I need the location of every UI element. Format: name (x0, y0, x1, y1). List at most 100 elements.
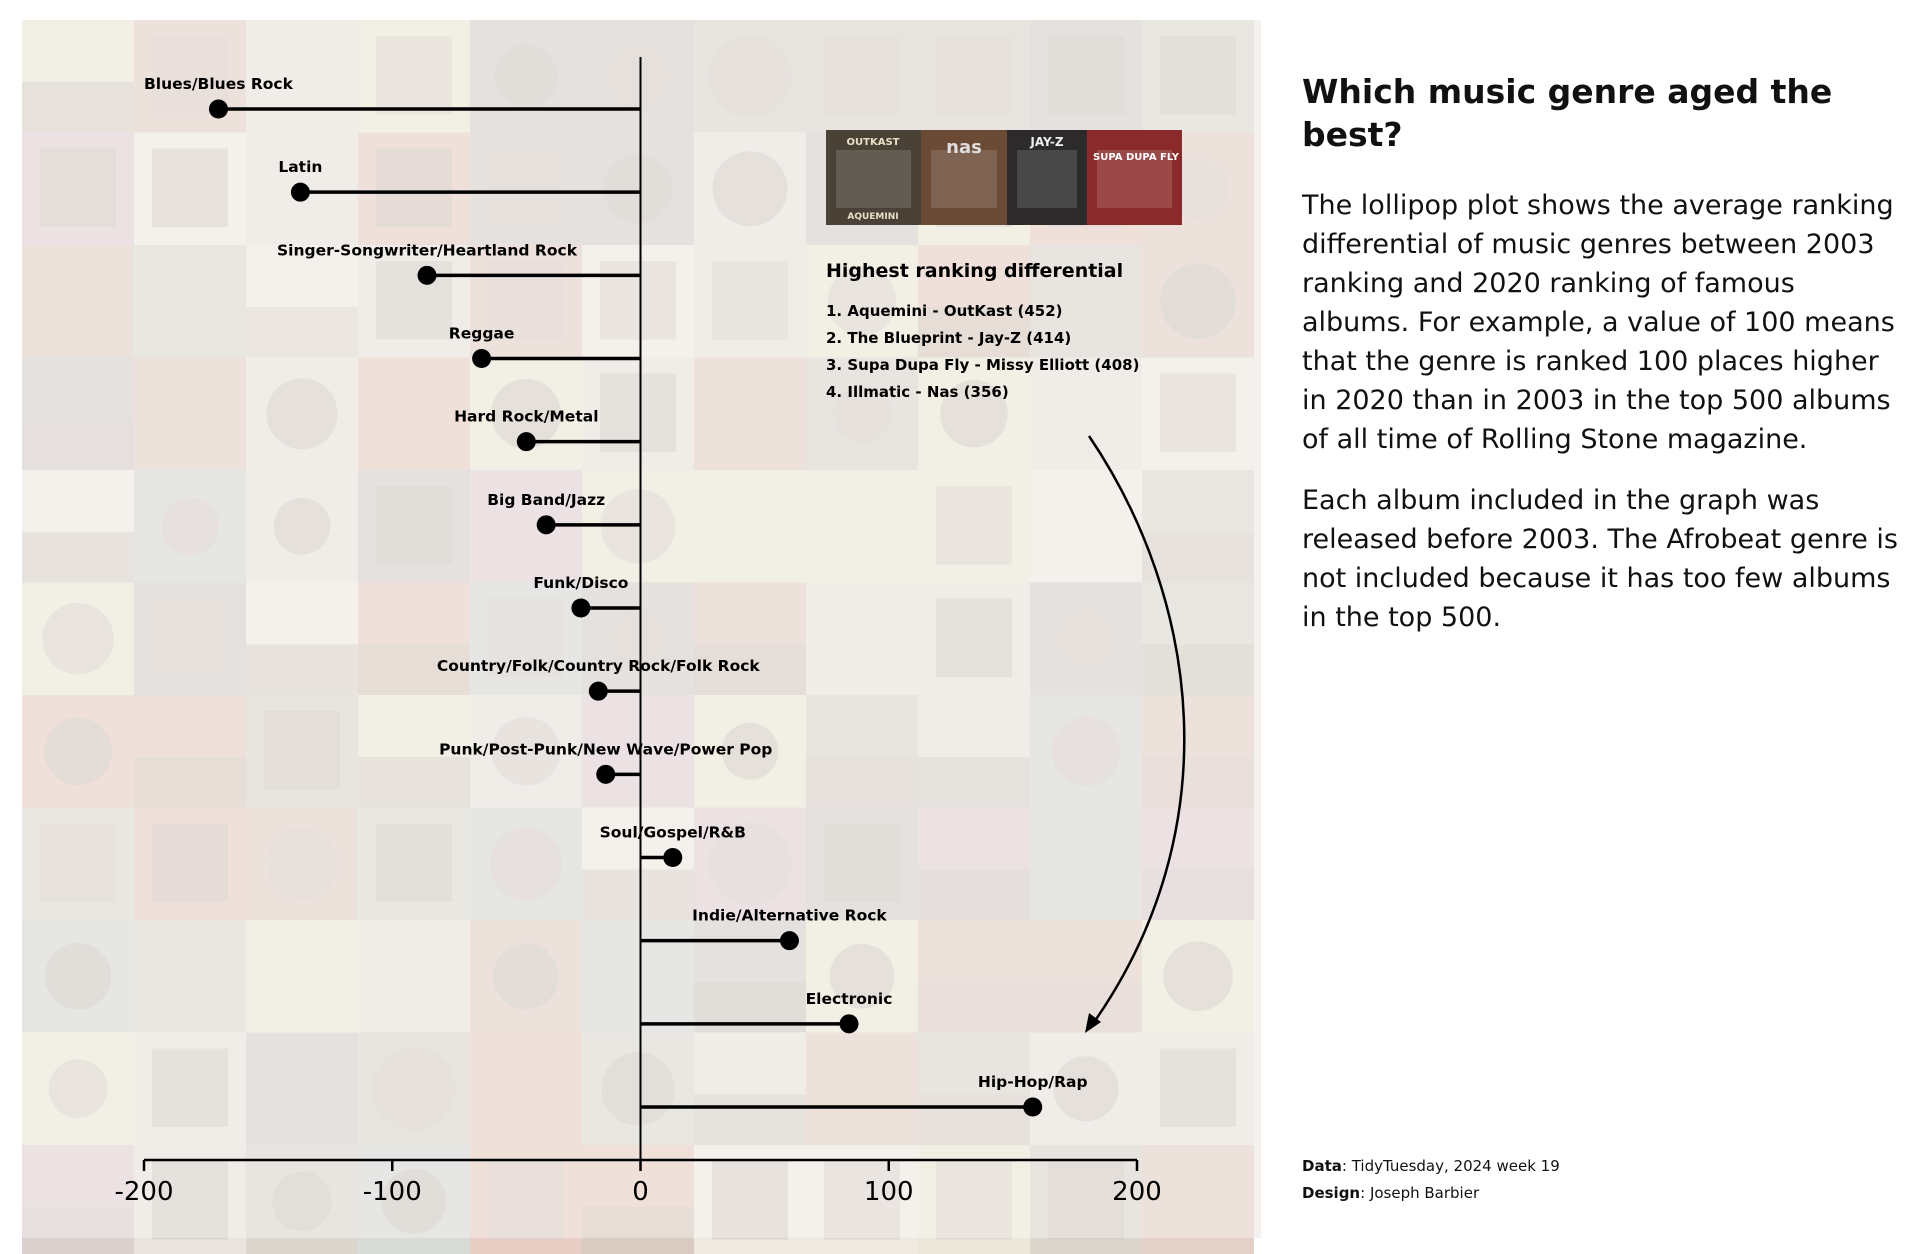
cover-art-detail (836, 150, 911, 208)
album-cover-art (582, 1206, 694, 1254)
album-cover-art (358, 756, 470, 808)
curved-arrow (1087, 435, 1186, 1026)
album-cover-tile (246, 20, 358, 133)
cover-art-detail (1097, 150, 1172, 208)
album-cover-tile (582, 695, 694, 808)
credit-design-label: Design (1302, 1184, 1361, 1202)
album-cover-art (708, 822, 792, 906)
top-album-covers: OUTKAST AQUEMINI nas JAY-Z SUPA DUPA FLY (826, 130, 1182, 225)
album-cover-art (376, 486, 452, 565)
album-cover-art (273, 497, 331, 555)
category-label: Big Band/Jazz (487, 491, 605, 509)
sidebar-title: Which music genre aged the best? (1302, 72, 1833, 154)
album-cover-art (1048, 36, 1124, 115)
album-cover-tile (246, 1032, 358, 1145)
album-cover-art (272, 1171, 332, 1231)
lollipop-point (516, 432, 536, 452)
aquemini-cover (826, 130, 921, 225)
album-cover-art (152, 148, 228, 227)
album-cover-art (694, 1094, 806, 1145)
lollipop-point (588, 681, 608, 701)
album-cover-tile (1030, 357, 1142, 470)
album-cover-art (493, 943, 559, 1010)
album-cover-art (491, 378, 561, 449)
album-cover-art (358, 644, 470, 695)
category-label: Electronic (806, 990, 893, 1008)
category-label: Country/Folk/Country Rock/Folk Rock (437, 657, 761, 675)
lollipop-point (779, 931, 799, 951)
album-cover-tile (134, 920, 246, 1033)
album-cover-tile (246, 920, 358, 1033)
album-cover-art (936, 36, 1012, 115)
album-cover-tile (1030, 807, 1142, 920)
album-cover-art (376, 148, 452, 227)
annotation-title: Highest ranking differential (826, 260, 1123, 282)
x-tick-label: 0 (632, 1177, 649, 1207)
album-cover-art (1142, 531, 1254, 583)
category-label: Hard Rock/Metal (454, 408, 598, 426)
album-cover-art (152, 1048, 228, 1127)
album-cover-art (582, 869, 694, 920)
cover-label: AQUEMINI (847, 212, 898, 222)
album-cover-tile (358, 920, 470, 1033)
album-cover-art (40, 823, 116, 902)
album-cover-tile (22, 245, 134, 358)
album-cover-art (600, 373, 676, 452)
album-cover-art (264, 711, 340, 790)
album-cover-art (48, 1059, 108, 1119)
lollipop-point (290, 182, 310, 202)
lollipop-point (417, 265, 437, 285)
album-cover-art (1142, 756, 1254, 808)
x-tick-label: 200 (1112, 1177, 1162, 1207)
blueprint-cover (1007, 130, 1087, 225)
album-cover-art (1160, 1048, 1236, 1127)
album-cover-art (488, 1161, 564, 1240)
album-cover-tile (1030, 245, 1142, 358)
album-cover-tile (134, 357, 246, 470)
album-cover-art (488, 148, 564, 227)
album-cover-art (1142, 869, 1254, 920)
album-cover-art (1030, 981, 1142, 1033)
album-cover-art (266, 378, 338, 450)
lollipop-point (663, 848, 683, 867)
album-cover-art (246, 306, 358, 358)
album-cover-art (1160, 373, 1236, 452)
lollipop-point (571, 598, 591, 618)
album-cover-tile (470, 1032, 582, 1145)
credit-data: Data: TidyTuesday, 2024 week 19 (1302, 1153, 1560, 1180)
x-tick-label: 100 (864, 1177, 914, 1207)
album-cover-art (152, 823, 228, 902)
album-cover-art (824, 823, 900, 902)
x-tick-label: -100 (363, 1177, 422, 1207)
album-cover-art (381, 1168, 447, 1234)
lollipop-series: Blues/Blues Rock Latin Singer-Songwriter/H… (144, 75, 1088, 1117)
album-cover-art (22, 531, 134, 583)
album-cover-art (42, 602, 114, 675)
category-label: Indie/Alternative Rock (692, 907, 887, 925)
album-cover-art (824, 1161, 900, 1240)
lollipop-point (536, 515, 556, 535)
sidebar: Which music genre aged the best? The lol… (1302, 70, 1902, 659)
album-cover-art (1160, 263, 1236, 340)
cover-label: SUPA DUPA FLY (1093, 152, 1180, 163)
arrow-head (1085, 1013, 1101, 1033)
album-cover-art (44, 717, 112, 786)
annotation-item: 1. Aquemini - OutKast (452) (826, 302, 1063, 320)
album-cover-tile (806, 470, 918, 583)
album-cover-art (712, 261, 788, 340)
album-cover-art (376, 823, 452, 902)
album-cover-art (1051, 716, 1121, 787)
album-cover-art (1142, 644, 1254, 695)
cover-label: OUTKAST (847, 137, 900, 148)
album-cover-art (936, 486, 1012, 565)
annotation-item: 2. The Blueprint - Jay-Z (414) (826, 329, 1071, 347)
lollipop-point (596, 764, 616, 784)
album-cover-art (1168, 158, 1228, 219)
category-label: Singer-Songwriter/Heartland Rock (277, 241, 578, 259)
album-cover-art (40, 148, 116, 227)
album-cover-tile (806, 582, 918, 695)
lollipop-point (1023, 1097, 1043, 1117)
credits: Data: TidyTuesday, 2024 week 19 Design: … (1302, 1153, 1560, 1207)
album-cover-tile (582, 920, 694, 1033)
